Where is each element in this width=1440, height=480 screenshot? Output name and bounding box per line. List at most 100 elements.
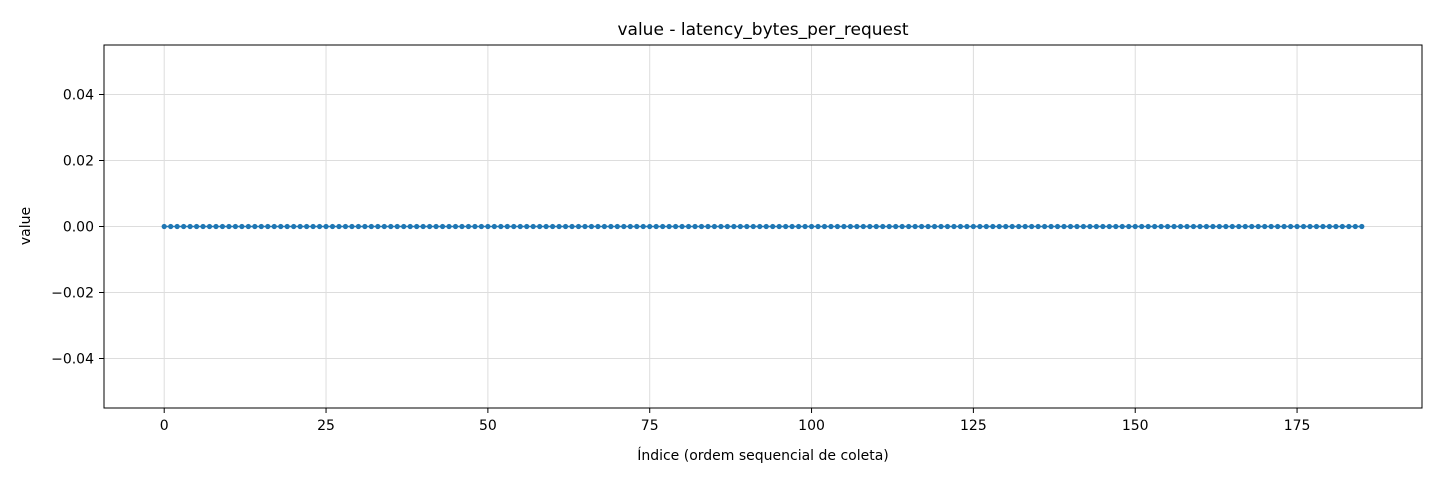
y-axis-label: value — [18, 207, 34, 245]
data-point — [1300, 223, 1307, 230]
data-point — [219, 223, 226, 230]
data-point — [465, 223, 472, 230]
data-point — [1294, 223, 1300, 230]
data-point — [1313, 223, 1320, 230]
series-line — [161, 223, 1365, 230]
y-tick-label: 0.02 — [63, 154, 94, 170]
data-point — [336, 223, 342, 230]
data-point — [1119, 223, 1125, 230]
data-point — [821, 223, 828, 230]
data-point — [511, 223, 517, 230]
data-point — [990, 223, 996, 230]
data-point — [847, 223, 853, 230]
data-point — [168, 223, 174, 230]
data-point — [1242, 223, 1248, 230]
data-point — [388, 223, 394, 230]
data-point — [867, 223, 873, 230]
data-point — [1171, 223, 1177, 230]
y-tick-label: 0.04 — [63, 88, 94, 104]
data-point — [1236, 223, 1242, 230]
data-point — [789, 223, 795, 230]
data-point — [1029, 223, 1035, 230]
data-point — [1320, 223, 1326, 230]
data-point — [627, 223, 633, 230]
data-point — [1307, 223, 1313, 230]
data-point — [1177, 223, 1184, 230]
data-point — [1197, 223, 1203, 230]
data-point — [232, 223, 239, 230]
data-point — [614, 223, 620, 230]
data-point — [524, 223, 530, 230]
data-point — [1190, 223, 1197, 230]
data-point — [763, 223, 769, 230]
data-point — [316, 223, 323, 230]
data-point — [912, 223, 918, 230]
data-point — [245, 223, 251, 230]
data-point — [1061, 223, 1067, 230]
data-point — [698, 223, 705, 230]
data-point — [621, 223, 627, 230]
data-point — [679, 223, 685, 230]
x-tick-label: 100 — [798, 418, 825, 434]
data-point — [957, 223, 964, 230]
data-point — [906, 223, 912, 230]
data-point — [226, 223, 232, 230]
x-tick-label: 75 — [641, 418, 659, 434]
x-tick-label: 0 — [160, 418, 169, 434]
x-tick-label: 175 — [1284, 418, 1311, 434]
data-point — [873, 223, 879, 230]
data-point — [1106, 223, 1112, 230]
data-point — [427, 223, 433, 230]
data-point — [1203, 223, 1210, 230]
chart-title: value - latency_bytes_per_request — [617, 20, 908, 40]
data-point — [375, 223, 381, 230]
data-point — [951, 223, 957, 230]
data-point — [258, 223, 264, 230]
data-point — [854, 223, 860, 230]
data-point — [174, 223, 180, 230]
data-point — [970, 223, 976, 230]
data-point — [582, 223, 588, 230]
data-point — [1152, 223, 1158, 230]
data-point — [478, 223, 485, 230]
data-point — [543, 223, 549, 230]
data-point — [880, 223, 886, 230]
data-point — [834, 223, 841, 230]
data-point — [1035, 223, 1041, 230]
data-point — [1249, 223, 1255, 230]
data-point — [1132, 223, 1138, 230]
data-point — [459, 223, 465, 230]
data-point — [200, 223, 206, 230]
data-point — [213, 223, 219, 230]
data-point — [414, 223, 420, 230]
data-point — [634, 223, 640, 230]
data-point — [1041, 223, 1048, 230]
data-point — [828, 223, 834, 230]
data-point — [964, 223, 970, 230]
data-point — [1022, 223, 1028, 230]
data-point — [660, 223, 666, 230]
data-point — [265, 223, 271, 230]
data-point — [291, 223, 297, 230]
data-point — [595, 223, 601, 230]
data-point — [342, 223, 349, 230]
data-point — [731, 223, 737, 230]
data-point — [362, 223, 368, 230]
data-point — [1093, 223, 1099, 230]
data-point — [647, 223, 653, 230]
data-point — [304, 223, 310, 230]
data-point — [776, 223, 782, 230]
data-point — [886, 223, 892, 230]
data-point — [278, 223, 284, 230]
data-point — [530, 223, 536, 230]
data-point — [1126, 223, 1132, 230]
data-point — [517, 223, 523, 230]
x-axis-label: Índice (ordem sequencial de coleta) — [637, 447, 889, 464]
data-point — [1080, 223, 1087, 230]
data-point — [750, 223, 756, 230]
data-point — [1100, 223, 1106, 230]
data-point — [944, 223, 951, 230]
data-point — [1184, 223, 1190, 230]
data-point — [796, 223, 802, 230]
